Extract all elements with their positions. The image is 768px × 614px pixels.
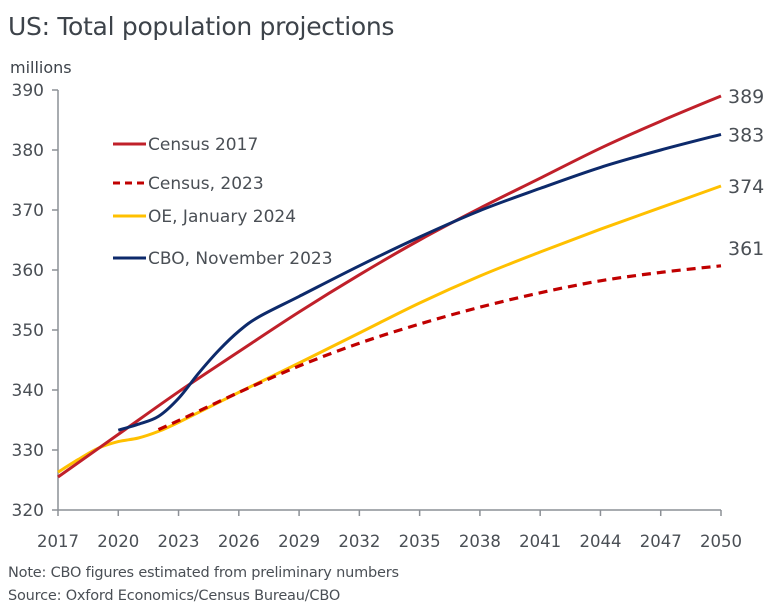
source-note: Source: Oxford Economics/Census Bureau/C… [8,588,341,604]
x-tick-label: 2050 [700,532,742,551]
legend-label: OE, January 2024 [148,207,296,227]
series-lines [57,94,722,479]
x-tick-label: 2035 [399,532,441,551]
legend: Census 2017 Census, 2023 OE, January 2024 C… [113,135,333,269]
series-line-oe-january-2024 [57,184,722,474]
y-tick-label: 390 [12,81,44,101]
y-tick-label: 380 [12,141,44,161]
chart-title: US: Total population projections [8,12,395,41]
series-line-census-2023 [157,264,722,432]
y-axis-unit-label: millions [10,58,72,77]
footnote: Note: CBO figures estimated from prelimi… [8,565,399,581]
x-tick-label: 2017 [37,532,79,551]
x-tick-label: 2038 [459,532,501,551]
x-tick-label: 2044 [579,532,621,551]
legend-label: Census, 2023 [148,174,264,194]
y-tick-label: 350 [12,321,44,341]
series-line-cbo-november-2023 [117,132,722,432]
end-labels: 389 361 374 383 [728,86,764,260]
legend-item: Census 2017 [113,135,258,155]
end-label: 374 [728,176,764,198]
y-tick-label: 360 [12,261,44,281]
end-label: 389 [728,86,764,108]
x-tick-label: 2041 [519,532,561,551]
legend-item: OE, January 2024 [113,207,296,227]
series-line-census-2017 [57,94,722,479]
x-tick-label: 2029 [278,532,320,551]
legend-label: CBO, November 2023 [148,249,333,269]
x-tick-label: 2020 [97,532,139,551]
legend-label: Census 2017 [148,135,258,155]
x-tick-label: 2023 [158,532,200,551]
x-tick-label: 2047 [640,532,682,551]
legend-item: CBO, November 2023 [113,249,333,269]
x-tick-label: 2026 [218,532,260,551]
axes: 320 330 340 350 360 370 380 390 2017 2020 2023 2026… [12,81,742,551]
y-tick-label: 320 [12,501,44,521]
y-tick-label: 370 [12,201,44,221]
y-tick-label: 330 [12,441,44,461]
y-tick-label: 340 [12,381,44,401]
end-label: 361 [728,238,764,260]
end-label: 383 [728,124,764,146]
legend-item: Census, 2023 [113,174,264,194]
x-tick-label: 2032 [338,532,380,551]
